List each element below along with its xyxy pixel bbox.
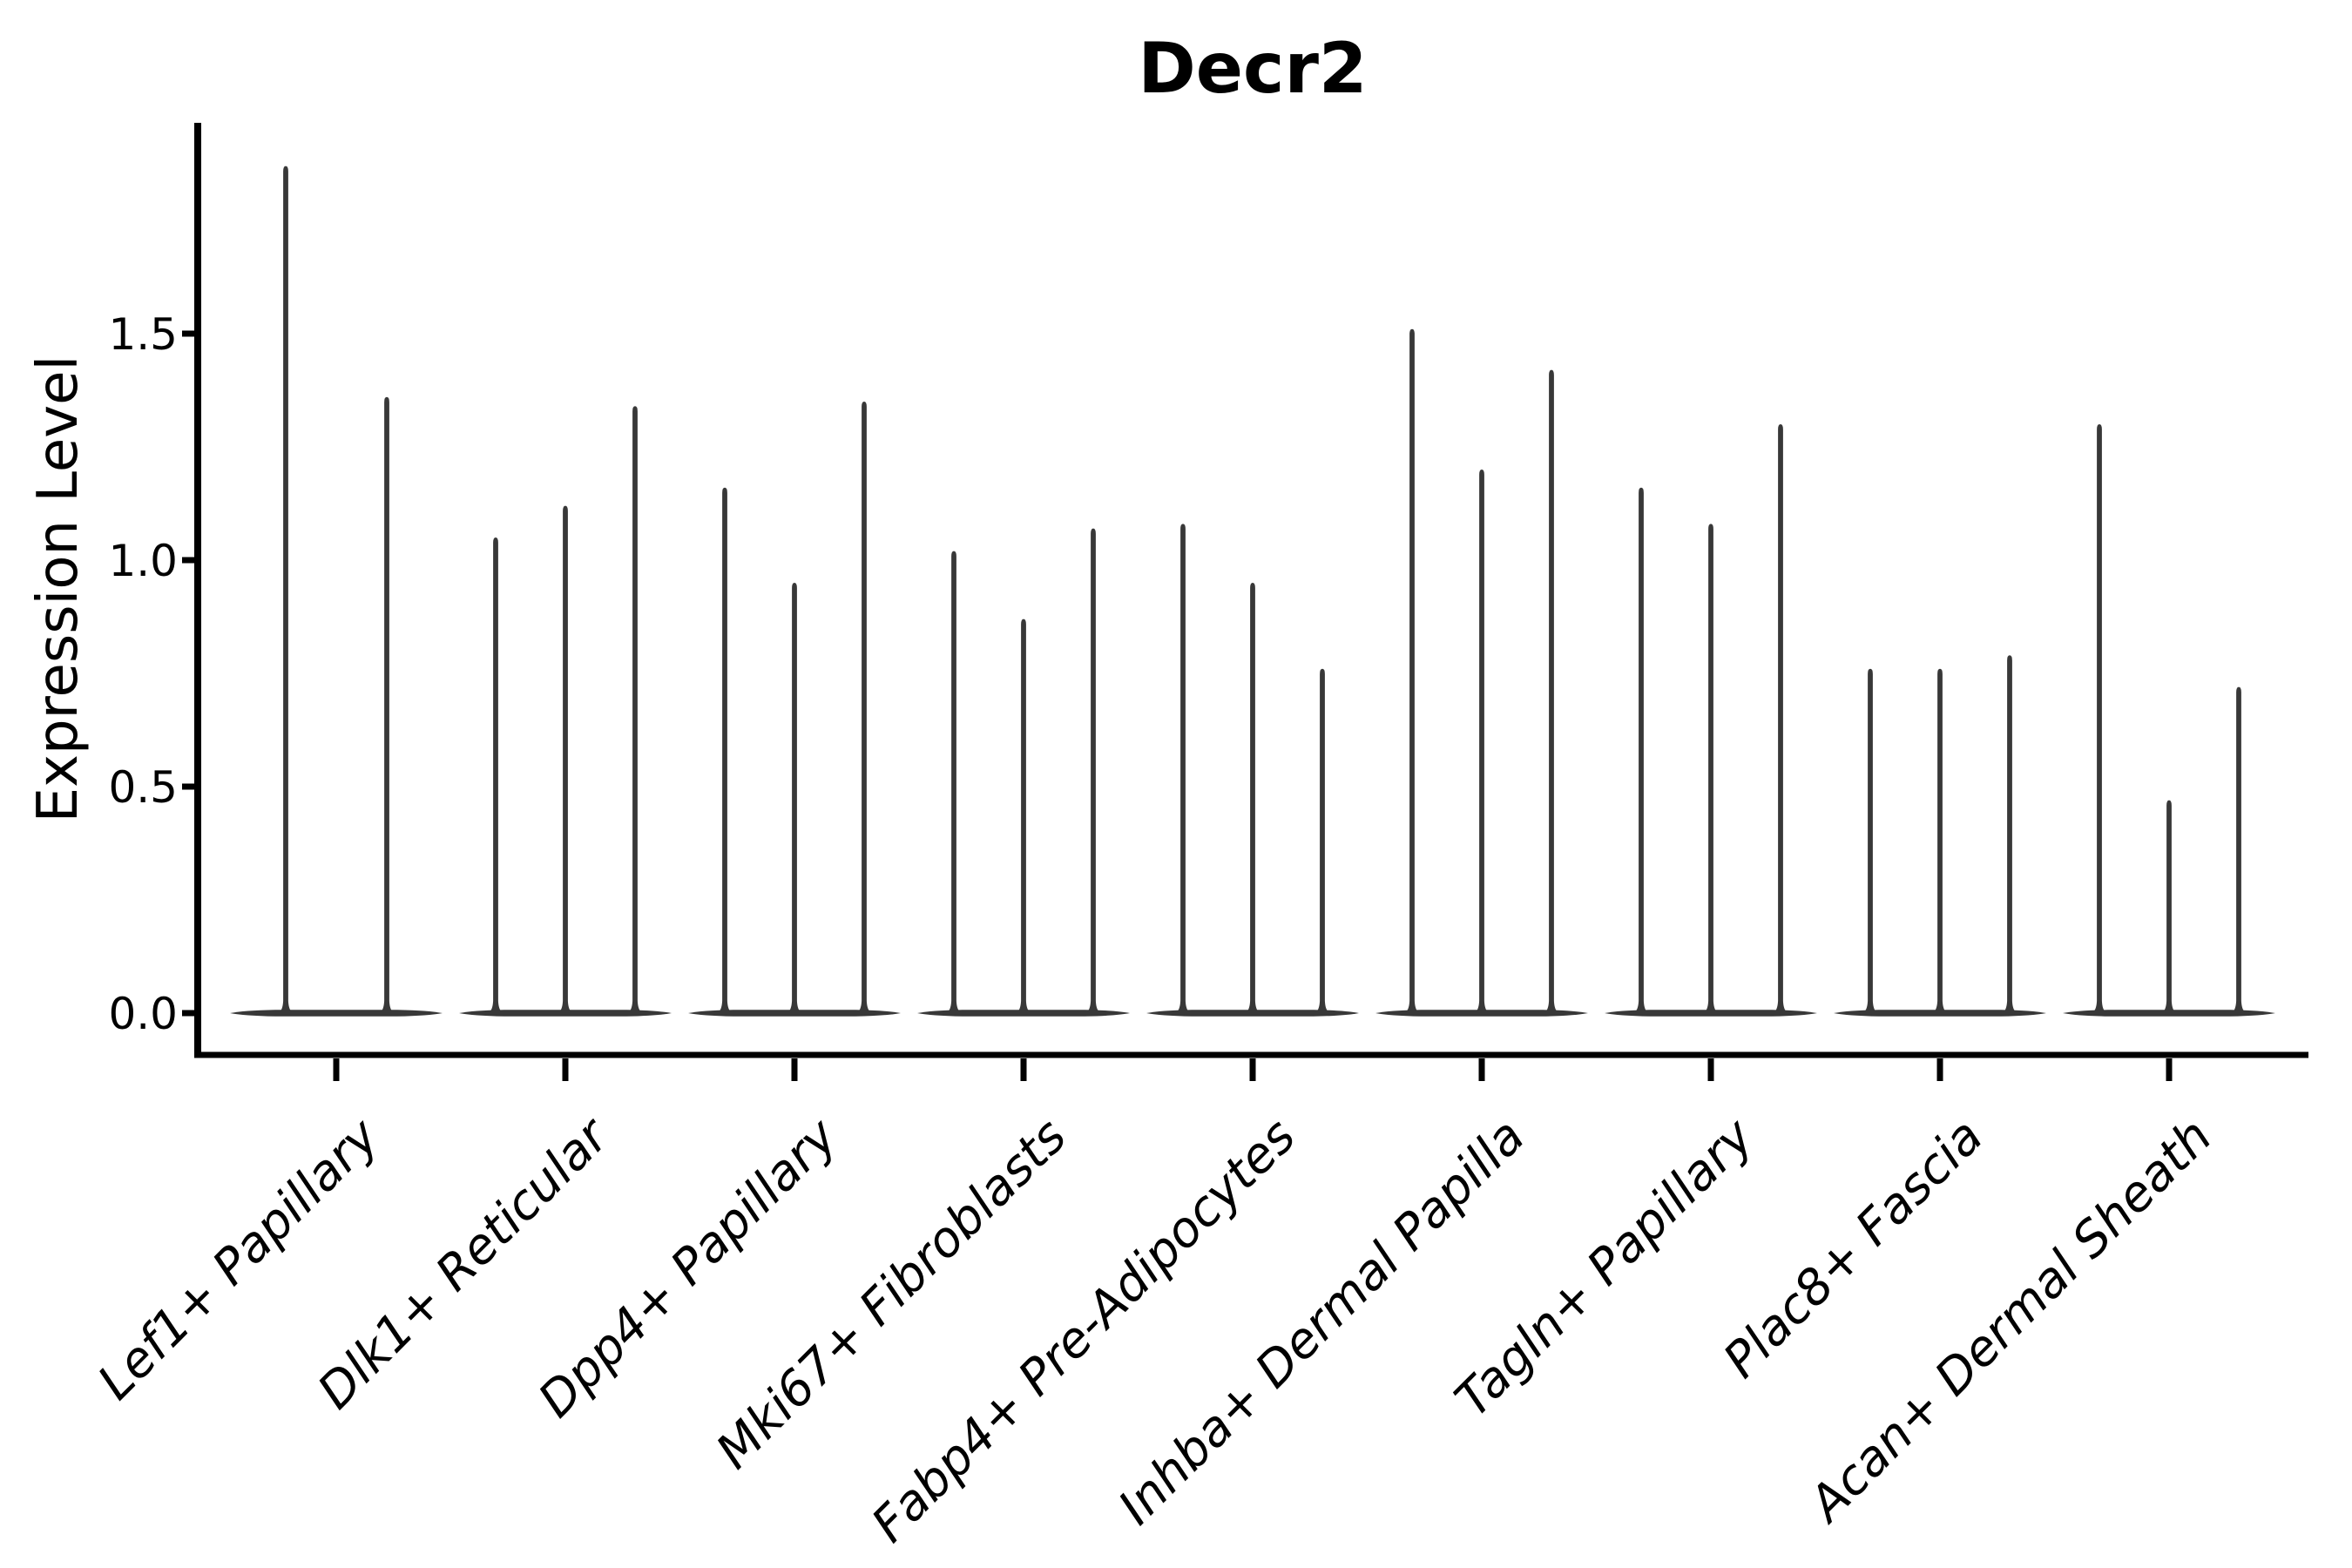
violin-spike-7-2	[1702, 524, 1720, 1013]
violin-spike-8-1	[1862, 668, 1879, 1013]
violin-spike-9-3	[2230, 686, 2247, 1013]
violin-spike-6-2	[1473, 470, 1490, 1013]
violin-spike-9-2	[2160, 800, 2178, 1013]
y-tick-label-1.0: 1.0	[108, 536, 178, 586]
y-axis-label: Expression Level	[26, 355, 91, 823]
violin-spike-1-1	[277, 166, 294, 1014]
violin-spike-1-2	[378, 396, 395, 1013]
violin-spike-6-3	[1543, 369, 1560, 1014]
axes-layer	[182, 123, 2308, 1081]
violin-spike-3-3	[855, 402, 873, 1013]
violin-spike-7-3	[1772, 424, 1789, 1013]
x-tick-label-5: Fabp4+ Pre-Adipocytes	[862, 1108, 1307, 1553]
violin-spike-2-3	[626, 406, 644, 1013]
violin-spike-4-2	[1015, 618, 1032, 1013]
violin-spike-6-1	[1403, 328, 1421, 1013]
violin-spike-5-2	[1244, 583, 1261, 1013]
y-tick-label-0.5: 0.5	[108, 762, 178, 813]
violins-layer	[230, 166, 2275, 1017]
violin-spike-8-3	[2001, 655, 2018, 1013]
violin-spike-2-1	[487, 537, 504, 1013]
x-tick-label-6: Inhba+ Dermal Papilla	[1108, 1108, 1536, 1536]
violin-spike-9-1	[2091, 424, 2108, 1013]
violin-base-1	[230, 1010, 443, 1017]
violin-spike-4-1	[945, 551, 963, 1013]
x-tick-label-9: Acan+ Dermal Sheath	[1797, 1108, 2223, 1534]
violin-spike-4-3	[1085, 528, 1102, 1013]
violin-spike-3-1	[716, 487, 733, 1013]
violin-spike-7-1	[1632, 487, 1650, 1013]
y-tick-label-1.5: 1.5	[108, 309, 178, 360]
violin-spike-5-1	[1174, 524, 1192, 1013]
y-tick-label-0.0: 0.0	[108, 989, 178, 1039]
chart-title: Decr2	[1138, 28, 1367, 109]
violin-spike-5-3	[1314, 668, 1331, 1013]
violin-spike-8-2	[1931, 668, 1949, 1013]
violin-spike-2-2	[557, 505, 574, 1013]
violin-spike-3-2	[786, 583, 803, 1013]
